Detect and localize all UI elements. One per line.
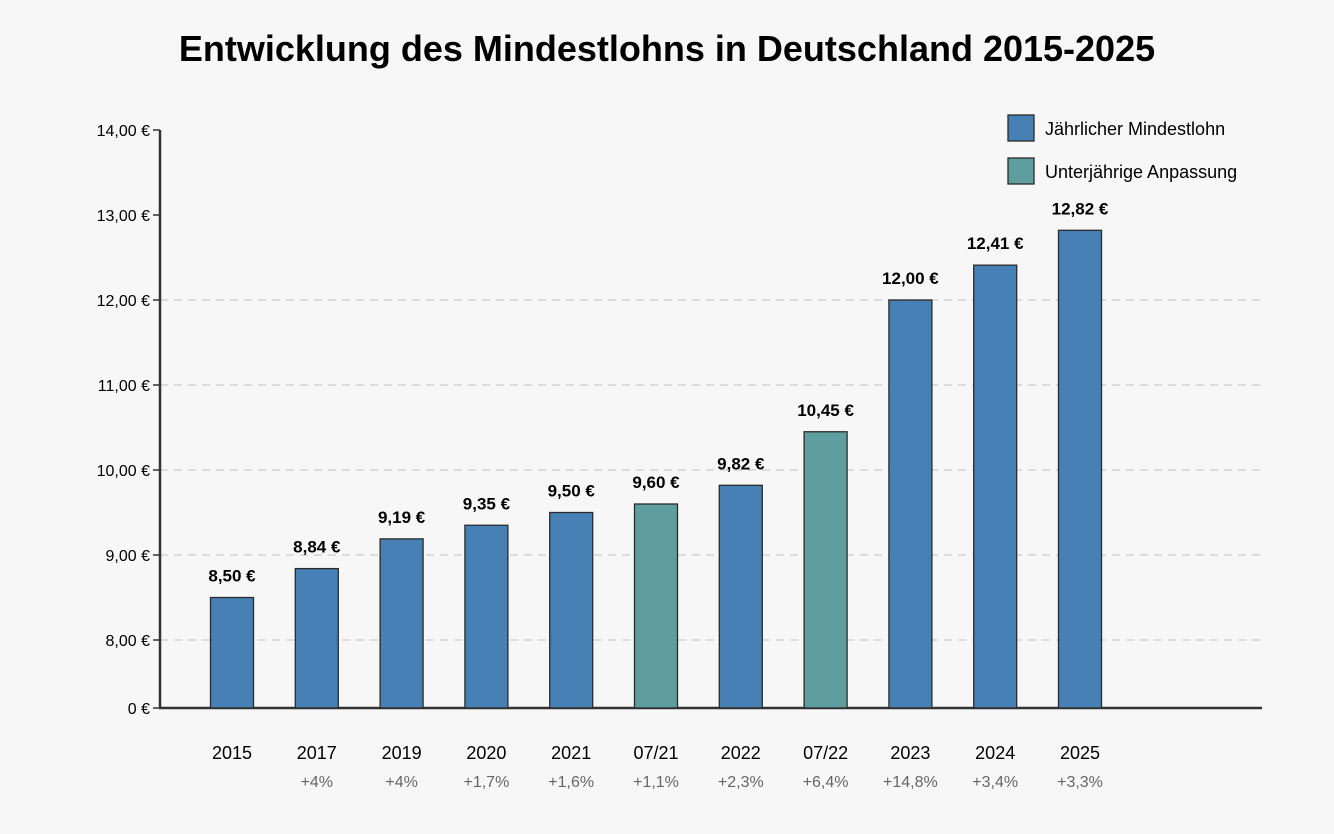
value-label: 12,41 € xyxy=(967,234,1024,253)
labels: 8,50 € 2015 8,84 € 2017 +4% 9,19 € 2019 +4% 9,35… xyxy=(208,199,1109,791)
x-tick-label: 2025 xyxy=(1060,743,1100,763)
change-label: +3,3% xyxy=(1057,774,1103,791)
bar-07-22 xyxy=(803,431,848,709)
bar-2015 xyxy=(209,596,255,709)
legend-swatch xyxy=(1007,114,1035,142)
gridlines xyxy=(160,299,1262,641)
bar-2019 xyxy=(379,538,424,709)
value-label: 9,82 € xyxy=(717,454,765,473)
value-label: 8,84 € xyxy=(293,538,341,557)
value-label: 9,50 € xyxy=(548,482,596,501)
change-label: +4% xyxy=(301,774,333,791)
x-tick-label: 2020 xyxy=(466,743,506,763)
y-tick-label: 9,00 € xyxy=(106,548,151,565)
y-tick-label: 0 € xyxy=(128,701,150,718)
x-tick-label: 2022 xyxy=(721,743,761,763)
x-tick-label: 2024 xyxy=(975,743,1015,763)
change-label: +4% xyxy=(385,774,417,791)
x-tick-label: 2019 xyxy=(382,743,422,763)
y-tick-label: 14,00 € xyxy=(97,123,150,140)
value-label: 9,35 € xyxy=(463,494,511,513)
bars xyxy=(209,229,1103,709)
change-label: +1,6% xyxy=(548,774,594,791)
y-tick-label: 11,00 € xyxy=(98,378,150,395)
bar-2023 xyxy=(888,299,933,709)
legend-label: Unterjährige Anpassung xyxy=(1045,162,1237,182)
x-tick-label: 07/21 xyxy=(633,743,678,763)
axes: 0 € 8,00 € 9,00 € 10,00 € 11,00 € 12,00 € 13,0… xyxy=(97,123,1262,718)
y-tick-label: 8,00 € xyxy=(106,633,151,650)
x-tick-label: 2015 xyxy=(212,743,252,763)
value-label: 12,82 € xyxy=(1052,199,1109,218)
value-label: 10,45 € xyxy=(797,401,854,420)
change-label: +1,7% xyxy=(463,774,509,791)
x-tick-label: 2023 xyxy=(890,743,930,763)
change-label: +1,1% xyxy=(633,774,679,791)
value-label: 12,00 € xyxy=(882,269,939,288)
bar-2024 xyxy=(973,264,1018,709)
bar-07-21 xyxy=(633,503,679,709)
bar-2022 xyxy=(718,484,763,709)
value-label: 9,60 € xyxy=(632,473,680,492)
change-label: +6,4% xyxy=(803,774,849,791)
bar-2020 xyxy=(464,524,509,709)
y-tick-label: 10,00 € xyxy=(97,463,150,480)
bar-2025 xyxy=(1057,229,1103,709)
chart-title: Entwicklung des Mindestlohns in Deutschl… xyxy=(178,28,1156,69)
legend-swatch xyxy=(1007,157,1035,185)
x-tick-label: 2017 xyxy=(297,743,337,763)
bar-2021 xyxy=(549,511,594,709)
legend-label: Jährlicher Mindestlohn xyxy=(1045,119,1225,139)
y-tick-label: 13,00 € xyxy=(97,208,150,225)
legend: Jährlicher Mindestlohn Unterjährige Anpas… xyxy=(1007,114,1237,185)
value-label: 9,19 € xyxy=(378,508,426,527)
change-label: +2,3% xyxy=(718,774,764,791)
x-tick-label: 07/22 xyxy=(803,743,848,763)
change-label: +14,8% xyxy=(883,774,938,791)
bar-2017 xyxy=(294,567,339,709)
value-label: 8,50 € xyxy=(208,567,256,586)
change-label: +3,4% xyxy=(972,774,1018,791)
x-tick-label: 2021 xyxy=(551,743,591,763)
y-tick-label: 12,00 € xyxy=(97,293,150,310)
